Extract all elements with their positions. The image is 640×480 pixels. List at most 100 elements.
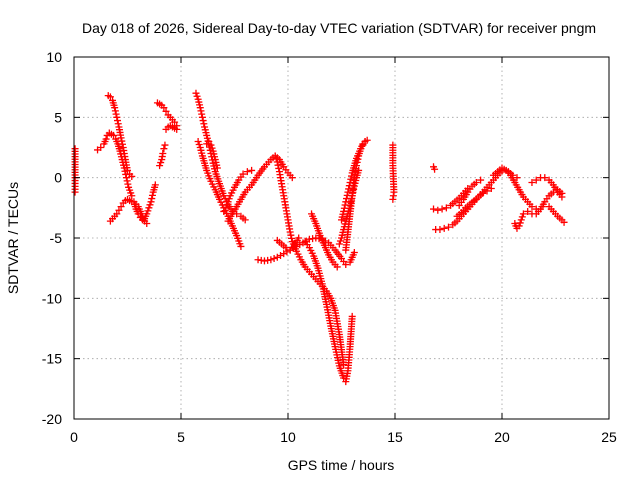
data-point [173,125,181,133]
data-point [210,183,218,191]
data-point [110,131,118,139]
data-point [539,200,547,208]
data-point [518,191,526,199]
x-tick-label: 0 [70,429,78,445]
data-point [318,277,326,285]
data-point [135,205,143,213]
data-point [442,204,450,212]
data-point [231,205,239,213]
data-point [233,178,241,186]
y-tick-label: -15 [42,351,62,367]
data-point [286,171,294,179]
data-point [354,152,362,160]
data-point [347,195,355,203]
data-point [343,212,351,220]
data-point [356,147,364,155]
data-point [560,218,568,226]
data-point [512,222,520,230]
data-point [245,183,253,191]
data-point [453,196,461,204]
data-point [237,173,245,181]
data-point [459,206,467,214]
data-point [287,231,295,239]
data-point [222,204,230,212]
data-point [264,256,272,264]
data-point [115,206,123,214]
data-point [114,117,122,125]
data-point [229,186,237,194]
y-tick-label: -5 [50,230,63,246]
data-point [161,141,169,149]
data-point [148,195,156,203]
data-point [219,189,227,197]
data-point [347,175,355,183]
data-point [349,251,357,259]
data-point [350,185,358,193]
data-point [110,101,118,109]
data-point [288,234,296,242]
data-point [291,245,299,253]
data-point [347,198,355,206]
data-point [352,176,360,184]
data-point [224,198,232,206]
data-point [278,160,286,168]
data-point [350,164,358,172]
data-point [243,168,251,176]
data-point [97,144,105,151]
data-point [335,328,343,336]
data-point [352,157,360,165]
data-point [144,207,152,215]
data-point [223,201,231,209]
data-point [477,191,485,199]
data-point [280,242,288,250]
y-tick-label: 0 [54,170,62,186]
data-point [123,177,131,185]
data-point [271,152,279,160]
data-point [206,175,214,183]
data-point [147,198,155,206]
data-point [354,169,362,177]
data-point [322,298,330,306]
data-point [283,213,291,221]
data-point [457,198,465,206]
data-point [331,340,339,348]
data-point [208,144,216,152]
data-point [214,193,222,201]
data-point [348,315,356,323]
data-point [193,92,201,100]
data-point [492,169,500,177]
data-point [232,229,240,237]
data-point [309,235,317,243]
data-point [547,190,555,198]
y-tick-label: 5 [54,109,62,125]
data-point [145,204,153,212]
data-point [117,131,125,139]
data-point [308,249,316,257]
data-point [293,236,301,244]
data-point [265,158,273,166]
data-point [470,180,478,188]
data-point [197,107,205,115]
data-point [282,166,290,174]
x-tick-label: 25 [601,429,617,445]
data-point [114,120,122,128]
data-point [336,252,344,260]
data-point [273,158,281,166]
data-point [259,165,267,173]
data-point [466,185,474,193]
y-tick-label: 10 [46,49,62,65]
data-point [286,225,294,233]
data-point [235,198,243,206]
data-point [202,164,210,172]
data-point [440,224,448,232]
data-point [359,141,367,149]
data-point [343,369,351,377]
data-point [248,166,256,174]
data-point [211,153,219,161]
data-point [199,117,207,125]
data-point [225,195,233,203]
data-point [112,110,120,118]
data-point [270,255,278,263]
data-point [346,178,354,186]
data-point [543,195,551,203]
